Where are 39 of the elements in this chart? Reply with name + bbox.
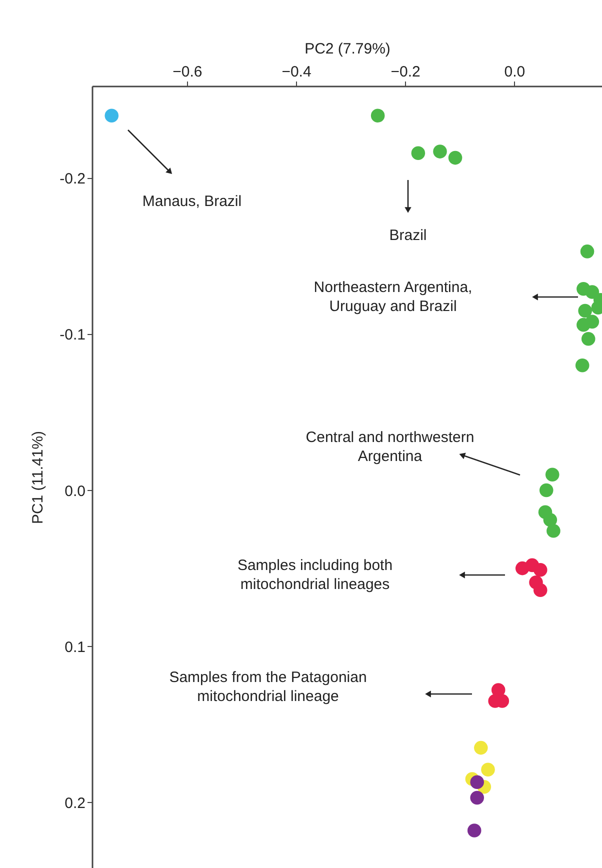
x-tick-label: 0.0	[504, 64, 526, 80]
point	[474, 740, 488, 755]
point	[470, 775, 484, 790]
annotation: Brazil	[389, 227, 427, 244]
point	[545, 468, 560, 482]
point	[533, 562, 548, 577]
point	[585, 285, 600, 299]
x-tick-label: −0.2	[390, 64, 420, 80]
y-tick-label: 0.1	[64, 638, 86, 656]
y-tick-label: -0.2	[60, 170, 86, 188]
x-tick-label: −0.6	[172, 64, 202, 80]
point	[481, 762, 495, 777]
point	[539, 483, 554, 498]
x-tick-label: −0.4	[282, 64, 312, 80]
annotation: Northeastern Argentina, Uruguay and Brazil	[314, 279, 472, 315]
y-tick-label: 0.0	[64, 482, 86, 500]
point	[578, 304, 592, 318]
point	[533, 583, 548, 598]
y-tick-label: 0.2	[64, 794, 86, 812]
point	[543, 513, 558, 527]
point	[585, 314, 600, 329]
point	[433, 144, 447, 158]
point	[370, 108, 385, 123]
point	[411, 146, 426, 160]
point	[546, 524, 560, 538]
point	[470, 790, 484, 805]
point	[580, 244, 594, 258]
annotation: Central and northwestern Argentina	[306, 429, 474, 465]
point	[448, 150, 462, 165]
annotation: Manaus, Brazil	[142, 193, 242, 210]
point	[467, 824, 482, 838]
x-axis-title: PC2 (7.79%)	[304, 40, 390, 58]
point	[575, 358, 590, 372]
annotation: Samples including both mitochondrial lineages	[237, 557, 393, 593]
y-tick-label: -0.1	[60, 326, 86, 344]
point	[581, 332, 596, 346]
y-axis-title: PC1 (11.41%)	[30, 430, 47, 524]
annotation: Samples from the Patagonian mitochondrial lineage	[169, 669, 367, 705]
point	[104, 108, 119, 123]
